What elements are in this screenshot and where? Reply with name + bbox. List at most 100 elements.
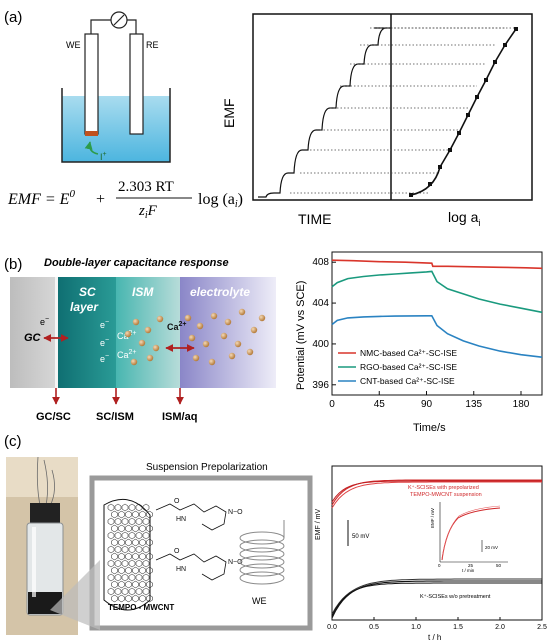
vial-cap <box>30 503 60 525</box>
layer-diagram: SC layer ISM electrolyte e− GC e− e− e− … <box>10 277 276 423</box>
emf-curve <box>331 580 542 619</box>
coil-loop <box>239 563 285 577</box>
calibration-point <box>448 148 452 152</box>
panel-c-heading: Suspension Prepolarization <box>146 462 268 473</box>
calcium-ion <box>228 352 236 360</box>
inset-chart: EMF / mV t / min 0 25 50 20 mV <box>430 502 508 573</box>
y-tick-label: 408 <box>312 257 329 268</box>
panel-b-title: Double-layer capacitance response <box>44 257 229 269</box>
ion-arrow <box>84 141 99 155</box>
ion-label: I+ <box>100 151 107 162</box>
inset-scale-label: 20 mV <box>485 545 498 550</box>
emf-curve <box>331 480 542 503</box>
series-line <box>331 259 543 270</box>
interface-sc-ism: SC/ISM <box>96 411 134 423</box>
coil-loop <box>239 539 285 553</box>
potential-ylabel: Potential (mV vs SCE) <box>295 281 307 390</box>
x-tick-label: 0 <box>329 399 335 410</box>
calibration-point <box>514 27 518 31</box>
emf-axis-label: EMF <box>221 98 237 128</box>
x-tick-label: 0.5 <box>369 624 379 631</box>
electrolyte-layer <box>180 277 276 388</box>
beaker <box>61 88 171 163</box>
electron-sc-3: e− <box>100 353 109 364</box>
potential-chart-series <box>331 259 543 358</box>
x-tick-label: 135 <box>465 399 482 410</box>
electron-sc-2: e− <box>100 337 109 348</box>
gc-label: GC <box>24 332 42 344</box>
coil-loop <box>239 555 285 569</box>
vial-reflection <box>32 527 36 597</box>
inset-ylabel: EMF / mV <box>430 508 435 528</box>
calcium-ion <box>238 308 246 316</box>
x-tick-label: 1.5 <box>453 624 463 631</box>
oxo-label-1: O <box>174 498 180 505</box>
emf-chart-curves <box>331 479 542 619</box>
guide-lines <box>290 27 516 194</box>
calcium-ion <box>196 322 204 330</box>
photo-highlight <box>6 457 78 497</box>
calcium-ism-1: Ca2+ <box>117 330 137 341</box>
amide-label-2: HN <box>176 566 186 573</box>
emf-curve <box>331 578 542 615</box>
series-line <box>331 270 543 314</box>
calcium-ion <box>224 318 232 326</box>
annotation-no-pretreatment: K⁺-SCISEs w/o pretreatment <box>420 593 491 600</box>
calcium-ion <box>138 339 146 347</box>
calibration-point <box>503 43 507 47</box>
time-axis-label: TIME <box>298 211 331 227</box>
equation-denominator: ziF <box>138 203 158 221</box>
nitroxide-label-1: N−O <box>228 509 243 516</box>
wires <box>90 19 137 34</box>
calcium-ion <box>152 344 160 352</box>
calibration-point <box>493 60 497 64</box>
potential-chart-legend: NMC-based Ca²⁺-SC-ISE RGO-based Ca²⁺-SC-I… <box>338 348 457 386</box>
potential-chart-axes: 0 45 90 135 180 396 400 404 408 <box>312 257 529 410</box>
sc-label-2: layer <box>70 300 99 314</box>
electrochemical-cell: WE RE I+ <box>61 11 171 163</box>
panel-c: (c) Suspension Prepolarization HN O <box>4 433 547 642</box>
equation-log: log (ai) <box>198 191 243 210</box>
calcium-ion <box>258 314 266 322</box>
gc-interface <box>55 277 58 388</box>
equation-numerator: 2.303 RT <box>118 179 174 195</box>
ism-label: ISM <box>132 285 154 299</box>
y-tick-label: 396 <box>312 380 329 391</box>
calcium-ism-2: Ca2+ <box>117 349 137 360</box>
annotation-prepolarized-2: TEMPO-MWCNT suspension <box>410 492 482 498</box>
panel-c-label: (c) <box>4 433 22 450</box>
x-tick-label: 90 <box>421 399 433 410</box>
equation-plus: + <box>96 191 105 208</box>
solution <box>62 96 170 162</box>
calcium-ion <box>188 334 196 342</box>
sc-label: SC <box>79 285 96 299</box>
hexagonal-lattice <box>107 503 153 603</box>
emf-curve <box>331 582 542 617</box>
calcium-ions <box>124 308 266 366</box>
calcium-ion <box>246 348 254 356</box>
y-tick-label: 400 <box>312 339 329 350</box>
inset-xlabel: t / min <box>462 568 475 573</box>
panel-b: (b) Double-layer capacitance response SC… <box>4 251 543 434</box>
calibration-point <box>409 193 413 197</box>
calcium-ion <box>156 315 164 323</box>
interface-gc-sc: GC/SC <box>36 411 71 423</box>
calcium-ion <box>202 340 210 348</box>
calcium-ion <box>124 330 132 338</box>
time-trace <box>258 27 392 198</box>
calcium-interface: Ca2+ <box>167 321 187 332</box>
coil-loop <box>239 547 285 561</box>
calcium-ion <box>132 318 140 326</box>
calcium-ion <box>220 332 228 340</box>
calcium-ion <box>144 326 152 334</box>
emf-plot: EMF TIME log ai <box>221 13 533 228</box>
mwcnt-structure: HN O N−O HN O N−O TEMPO - MWCNT <box>103 498 243 612</box>
calibration-point <box>428 182 432 186</box>
sc-layer <box>58 277 116 388</box>
gc-layer <box>10 277 55 388</box>
series-line <box>331 315 543 358</box>
calcium-ion <box>192 354 200 362</box>
calibration-point <box>457 131 461 135</box>
we-coil <box>239 520 285 585</box>
calibration-point <box>475 95 479 99</box>
